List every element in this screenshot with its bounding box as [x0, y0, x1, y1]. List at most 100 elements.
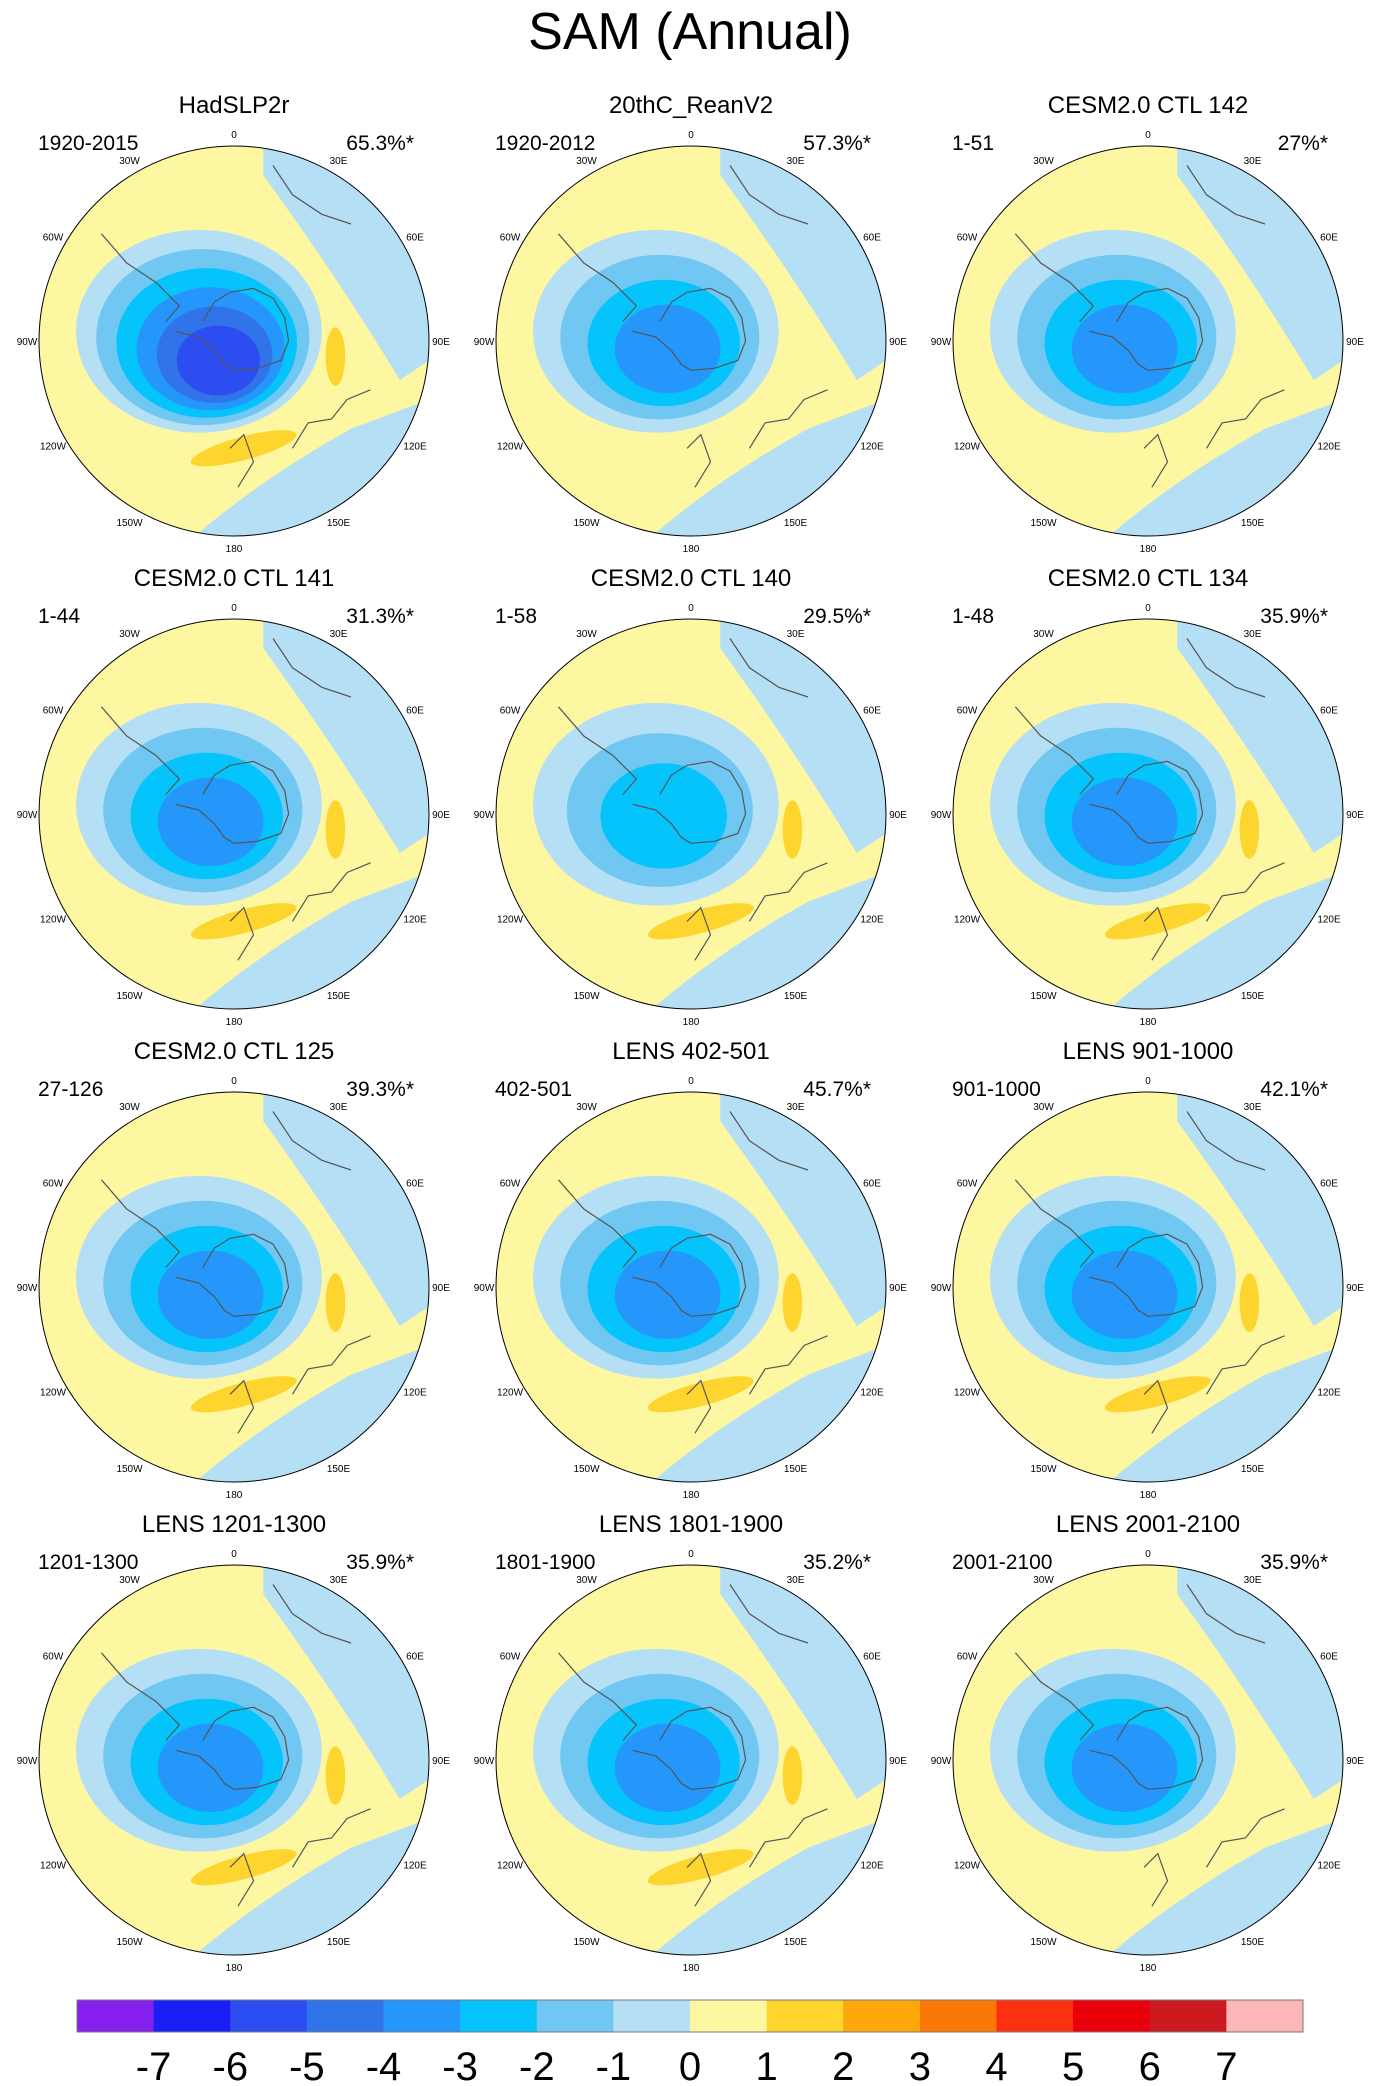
contour-level [325, 1273, 346, 1332]
longitude-label: 0 [688, 130, 694, 141]
panel-title: CESM2.0 CTL 140 [591, 565, 792, 592]
longitude-label: 180 [1140, 1963, 1157, 1974]
contour-level [720, 1092, 886, 1326]
panel-title: LENS 2001-2100 [1056, 1511, 1240, 1538]
map-boundary [38, 1564, 430, 1956]
longitude-label: 0 [231, 603, 237, 614]
map-panel: LENS 901-1000 901-1000 42.1%* 0 30E 60E 90E 120… [931, 1038, 1365, 1501]
contour-field [953, 1565, 1343, 1955]
period-label: 2001-2100 [952, 1551, 1052, 1574]
longitude-label: 150W [573, 991, 600, 1002]
longitude-label: 120W [40, 915, 67, 926]
longitude-label: 180 [683, 1490, 700, 1501]
contour-level [1071, 777, 1178, 866]
longitude-label: 90W [931, 1756, 952, 1767]
map-boundary [38, 1091, 430, 1483]
longitude-label: 30W [1033, 629, 1054, 640]
longitude-label: 90W [17, 1283, 38, 1294]
colorbar-swatch [153, 2000, 231, 2032]
coastline [1014, 1584, 1285, 1907]
colorbar-swatch [613, 2000, 691, 2032]
longitude-label: 120W [954, 915, 981, 926]
contour-level [614, 1723, 721, 1812]
longitude-label: 0 [1145, 603, 1151, 614]
longitude-label: 150E [1241, 1464, 1265, 1475]
contour-level [263, 146, 429, 380]
longitude-label: 180 [1140, 1017, 1157, 1028]
longitude-label: 150W [1030, 1464, 1057, 1475]
longitude-label: 150E [1241, 518, 1265, 529]
longitude-label: 60W [500, 1652, 521, 1663]
longitude-label: 150E [784, 1937, 808, 1948]
variance-label: 35.2%* [803, 1551, 871, 1574]
contour-level [1239, 1273, 1260, 1332]
colorbar-swatch [383, 2000, 461, 2032]
longitude-label: 90W [17, 1756, 38, 1767]
longitude-label: 60W [500, 233, 521, 244]
coastline [557, 1111, 828, 1434]
contour-field [496, 619, 886, 1009]
longitude-label: 60W [957, 233, 978, 244]
contour-level [720, 146, 886, 380]
longitude-label: 150E [1241, 1937, 1265, 1948]
longitude-label: 30W [1033, 1575, 1054, 1586]
longitude-label: 60E [863, 233, 881, 244]
longitude-label: 90E [1346, 337, 1364, 348]
longitude-label: 90E [889, 810, 907, 821]
period-label: 1-44 [38, 605, 80, 628]
colorbar-tick-label: 3 [909, 2045, 931, 2086]
longitude-label: 150W [116, 518, 143, 529]
colorbar-tick-label: 5 [1062, 2045, 1084, 2086]
map-boundary [495, 1091, 887, 1483]
contour-level [263, 1092, 429, 1326]
longitude-label: 0 [231, 130, 237, 141]
panel-title: LENS 1801-1900 [599, 1511, 783, 1538]
variance-label: 29.5%* [803, 605, 871, 628]
colorbar-swatch [536, 2000, 614, 2032]
longitude-label: 30E [330, 1575, 348, 1586]
longitude-label: 90E [1346, 1756, 1364, 1767]
contour-level [325, 327, 346, 386]
longitude-label: 30E [330, 156, 348, 167]
longitude-label: 180 [683, 1963, 700, 1974]
panel-title: LENS 1201-1300 [142, 1511, 326, 1538]
longitude-label: 60E [406, 706, 424, 717]
map-boundary [952, 618, 1344, 1010]
variance-label: 39.3%* [346, 1078, 414, 1101]
period-label: 1-51 [952, 132, 994, 155]
coastline [557, 638, 828, 961]
contour-level [190, 1849, 297, 1886]
variance-label: 42.1%* [1260, 1078, 1328, 1101]
colorbar-swatch [306, 2000, 385, 2032]
longitude-label: 90W [474, 1283, 495, 1294]
colorbar-tick-label: 6 [1139, 2045, 1161, 2086]
contour-level [782, 1746, 803, 1805]
longitude-label: 180 [226, 1963, 243, 1974]
longitude-label: 120E [403, 1861, 427, 1872]
variance-label: 57.3%* [803, 132, 871, 155]
period-label: 1801-1900 [495, 1551, 595, 1574]
longitude-label: 150W [573, 1937, 600, 1948]
contour-level [1071, 304, 1178, 393]
contour-field [39, 1565, 429, 1955]
contour-level [157, 1250, 264, 1339]
contour-level [1104, 903, 1211, 940]
panel-title: HadSLP2r [179, 92, 290, 119]
longitude-label: 120E [860, 1861, 884, 1872]
map-panel: HadSLP2r 1920-2015 65.3%* 0 30E 60E 90E 120E 150… [17, 92, 451, 555]
variance-label: 35.9%* [346, 1551, 414, 1574]
longitude-label: 0 [688, 1549, 694, 1560]
longitude-label: 90E [889, 337, 907, 348]
coastline [557, 165, 828, 488]
map-boundary [38, 618, 430, 1010]
longitude-label: 60E [406, 1652, 424, 1663]
longitude-label: 150W [1030, 991, 1057, 1002]
panel-title: CESM2.0 CTL 141 [134, 565, 335, 592]
contour-level [647, 903, 754, 940]
longitude-label: 30E [1244, 629, 1262, 640]
longitude-label: 0 [1145, 130, 1151, 141]
colorbar-swatch [996, 2000, 1074, 2032]
longitude-label: 90W [931, 337, 952, 348]
longitude-label: 60E [1320, 1179, 1338, 1190]
